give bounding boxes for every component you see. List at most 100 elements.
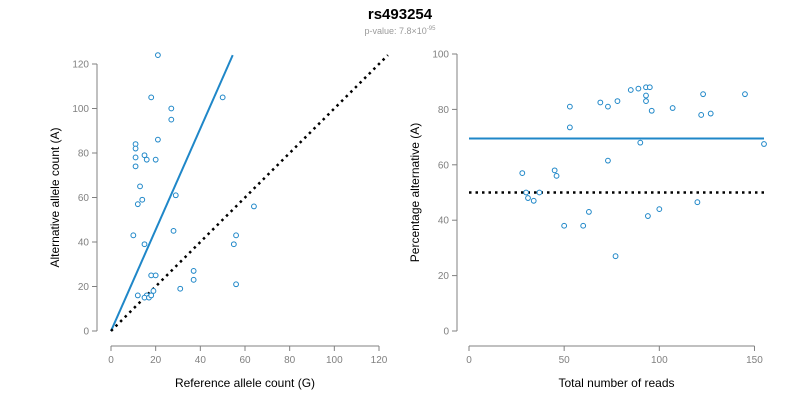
left-data-point: [141, 241, 148, 248]
left-x-tick-label: 100: [326, 355, 343, 366]
right-data-point: [566, 103, 573, 110]
right-data-point: [637, 139, 644, 146]
right-data-point: [648, 107, 655, 114]
left-y-axis-title: Alternative allele count (A): [48, 127, 62, 267]
left-fit-line: [110, 54, 234, 332]
left-data-point: [155, 136, 161, 143]
right-data-point: [580, 222, 587, 229]
right-data-point: [635, 85, 642, 92]
left-data-point: [141, 152, 148, 159]
right-panel-percentage: 0 20 40 60 80 100 0 50 100 150 Total number of rea…: [408, 50, 767, 390]
left-data-point: [143, 156, 150, 163]
left-data-point: [132, 163, 139, 170]
chart-title: rs493254: [367, 6, 433, 23]
right-data-point: [627, 87, 634, 93]
right-y-tick-label: 20: [438, 271, 450, 282]
right-x-axis-title: Total number of reads: [558, 376, 674, 390]
right-y-tick-label: 40: [438, 216, 450, 227]
left-x-tick-label: 80: [284, 355, 296, 366]
right-data-point: [551, 167, 558, 174]
left-data-point: [148, 94, 155, 101]
left-data-point: [233, 232, 239, 239]
left-x-tick-label: 120: [371, 355, 388, 366]
left-data-point: [134, 292, 141, 299]
left-x-axis-title: Reference allele count (G): [175, 376, 315, 390]
left-data-point: [152, 156, 159, 163]
left-data-point: [190, 268, 197, 274]
right-data-point: [586, 208, 592, 215]
left-data-point: [177, 285, 184, 292]
left-y-tick-label: 60: [78, 193, 90, 204]
left-data-point: [150, 288, 157, 294]
right-data-point: [742, 91, 748, 98]
right-data-point: [519, 170, 526, 177]
left-data-point: [137, 183, 143, 190]
left-x-tick-label: 0: [108, 355, 114, 366]
left-x-tick-label: 60: [239, 355, 251, 366]
right-data-point: [553, 172, 560, 179]
left-data-point: [132, 145, 139, 152]
right-data-point: [530, 197, 537, 204]
right-data-point: [643, 92, 649, 99]
left-panel-allele-counts: 0 20 40 60 80 100 120 0 20 40 60 80 100 120 Reference …: [48, 52, 389, 390]
left-x-tick-label: 20: [150, 355, 162, 366]
right-data-point: [669, 105, 676, 111]
left-data-point: [148, 292, 155, 299]
right-data-point: [646, 84, 653, 91]
right-data-point: [612, 253, 619, 260]
right-data-point: [761, 141, 767, 147]
right-x-tick-label: 100: [651, 355, 668, 366]
right-x-tick-label: 0: [466, 355, 472, 366]
left-data-point: [168, 105, 175, 112]
left-data-point: [152, 272, 159, 279]
left-data-point: [219, 94, 226, 101]
left-reference-line: [110, 54, 389, 332]
right-data-point: [525, 195, 531, 201]
right-data-point: [561, 222, 568, 229]
right-y-tick-label: 60: [438, 160, 450, 171]
right-x-tick-label: 150: [746, 355, 763, 366]
left-data-point: [134, 201, 141, 208]
left-y-tick-label: 40: [78, 238, 90, 249]
left-y-tick-label: 20: [78, 282, 90, 293]
right-data-point: [707, 110, 714, 117]
right-x-tick-label: 50: [559, 355, 571, 366]
left-data-point: [139, 196, 146, 203]
left-y-tick-label: 120: [72, 60, 89, 71]
right-data-point: [643, 98, 649, 104]
right-y-tick-label: 100: [432, 50, 449, 61]
chart-subtitle: p-value: 7.8×10-95: [0, 26, 800, 36]
p-value-text: p-value: 7.8×10: [364, 26, 427, 36]
right-data-point: [523, 189, 529, 196]
p-value-exponent: -95: [426, 26, 436, 32]
left-data-point: [132, 154, 139, 161]
right-data-point: [645, 213, 651, 219]
right-data-point: [605, 103, 611, 110]
left-y-tick-label: 0: [83, 327, 89, 338]
left-data-point: [230, 241, 237, 248]
left-data-point: [251, 203, 257, 210]
right-data-point: [694, 199, 701, 206]
left-data-point: [168, 116, 175, 123]
right-data-point: [597, 99, 604, 106]
left-data-point: [233, 281, 239, 288]
right-y-tick-label: 80: [438, 105, 450, 116]
right-data-point: [605, 157, 611, 164]
right-data-point: [614, 98, 621, 104]
left-data-point: [130, 232, 137, 239]
right-data-point: [698, 112, 705, 118]
right-y-axis-title: Percentage alternative (A): [408, 123, 422, 262]
right-data-point: [656, 206, 663, 213]
right-data-point: [536, 189, 543, 196]
left-data-point: [155, 52, 161, 58]
right-y-tick-label: 0: [443, 327, 449, 338]
left-y-tick-label: 80: [78, 149, 90, 160]
left-x-tick-label: 40: [195, 355, 207, 366]
left-y-tick-label: 100: [72, 104, 89, 115]
left-data-point: [170, 227, 177, 234]
right-data-point: [566, 124, 573, 131]
right-data-point: [700, 91, 706, 98]
left-data-point: [190, 276, 197, 283]
